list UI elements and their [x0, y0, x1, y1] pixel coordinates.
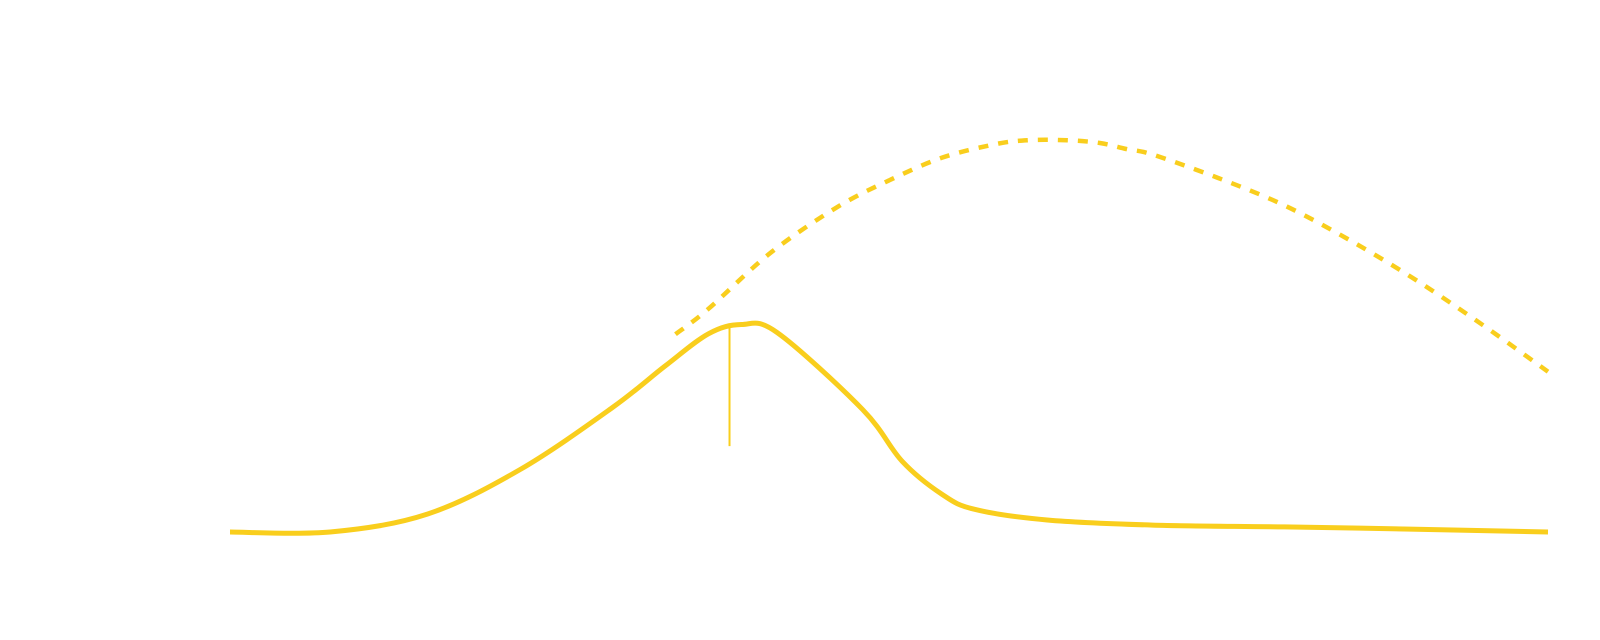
series-line-dashed	[674, 137, 1550, 374]
series-line-solid	[229, 320, 1549, 536]
